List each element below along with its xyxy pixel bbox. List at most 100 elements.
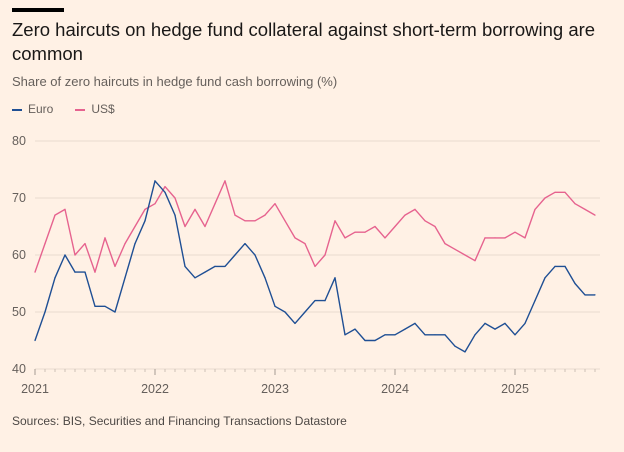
data-point-euro (404, 328, 406, 330)
chart-title: Zero haircuts on hedge fund collateral a… (12, 19, 596, 64)
chart-subtitle: Share of zero haircuts in hedge fund cas… (12, 74, 338, 89)
data-point-usd (44, 243, 46, 245)
data-point-euro (394, 334, 396, 336)
data-point-euro (454, 345, 456, 347)
legend-item-usd: US$ (75, 102, 115, 116)
data-point-euro (274, 305, 276, 307)
data-point-euro (204, 271, 206, 273)
data-point-euro (494, 328, 496, 330)
data-point-usd (244, 220, 246, 222)
data-point-usd (294, 237, 296, 239)
y-tick-label: 80 (12, 134, 26, 148)
y-tick-label: 50 (12, 305, 26, 319)
data-point-usd (564, 191, 566, 193)
data-point-euro (564, 265, 566, 267)
data-point-usd (74, 254, 76, 256)
data-point-usd (64, 208, 66, 210)
legend-swatch-euro (12, 108, 22, 111)
y-tick-label: 60 (12, 248, 26, 262)
data-point-usd (274, 203, 276, 205)
data-point-euro (34, 339, 36, 342)
data-point-usd (254, 220, 256, 222)
data-point-euro (284, 311, 286, 313)
data-point-usd (474, 260, 476, 262)
data-point-euro (54, 277, 56, 279)
data-point-euro (174, 214, 176, 216)
data-point-usd (454, 248, 456, 250)
data-point-usd (104, 237, 106, 239)
data-point-euro (144, 220, 146, 222)
data-point-euro (364, 339, 366, 342)
data-point-usd (34, 271, 36, 273)
data-point-usd (124, 243, 126, 245)
data-point-usd (424, 220, 426, 222)
data-point-euro (514, 334, 516, 336)
data-point-euro (584, 294, 586, 296)
data-point-euro (474, 334, 476, 336)
x-tick-label: 2023 (261, 382, 289, 396)
data-point-usd (314, 265, 316, 267)
data-point-euro (234, 254, 236, 256)
data-point-usd (354, 231, 356, 233)
data-point-euro (314, 300, 316, 302)
data-point-euro (64, 254, 66, 256)
data-point-usd (304, 243, 306, 245)
data-point-euro (324, 300, 326, 302)
data-point-usd (234, 214, 236, 216)
x-tick-label: 2021 (21, 382, 49, 396)
data-point-euro (194, 277, 196, 279)
data-point-usd (284, 220, 286, 222)
data-point-usd (164, 186, 166, 188)
x-tick-label: 2025 (501, 382, 529, 396)
data-point-usd (54, 214, 56, 216)
data-point-euro (484, 322, 486, 324)
data-point-euro (414, 322, 416, 324)
data-point-usd (154, 203, 156, 205)
legend-item-euro: Euro (12, 102, 53, 116)
data-point-euro (214, 265, 216, 267)
data-point-euro (594, 294, 596, 296)
data-point-usd (194, 208, 196, 210)
legend-label-euro: Euro (28, 102, 54, 116)
data-point-euro (104, 305, 106, 307)
data-point-usd (174, 197, 176, 199)
data-point-usd (584, 208, 586, 210)
data-point-usd (514, 231, 516, 233)
data-point-usd (484, 237, 486, 239)
data-point-usd (224, 180, 226, 182)
data-point-usd (554, 191, 556, 193)
brand-bar (12, 8, 64, 12)
data-point-euro (464, 351, 466, 353)
data-point-usd (214, 203, 216, 205)
data-point-usd (364, 231, 366, 233)
source-note: Sources: BIS, Securities and Financing T… (12, 414, 347, 428)
data-point-usd (264, 214, 266, 216)
data-point-usd (184, 225, 186, 228)
data-point-euro (554, 265, 556, 267)
data-point-euro (154, 180, 156, 182)
data-point-usd (504, 237, 506, 239)
x-tick-label: 2022 (141, 382, 169, 396)
data-point-euro (504, 322, 506, 324)
data-point-usd (114, 265, 116, 267)
legend-swatch-usd (75, 108, 86, 111)
data-point-euro (254, 254, 256, 256)
data-point-euro (544, 277, 546, 279)
data-point-usd (594, 214, 596, 216)
data-point-usd (344, 237, 346, 239)
data-point-usd (434, 225, 436, 228)
data-point-usd (444, 243, 446, 245)
data-point-euro (534, 300, 536, 302)
data-point-usd (324, 254, 326, 256)
data-point-usd (94, 271, 96, 273)
data-point-usd (524, 237, 526, 239)
data-point-usd (574, 203, 576, 205)
x-tick-label: 2024 (381, 382, 409, 396)
data-point-euro (294, 322, 296, 324)
data-point-euro (134, 243, 136, 245)
data-point-usd (464, 254, 466, 256)
data-point-usd (204, 225, 206, 228)
data-point-euro (374, 339, 376, 342)
data-point-usd (534, 208, 536, 210)
